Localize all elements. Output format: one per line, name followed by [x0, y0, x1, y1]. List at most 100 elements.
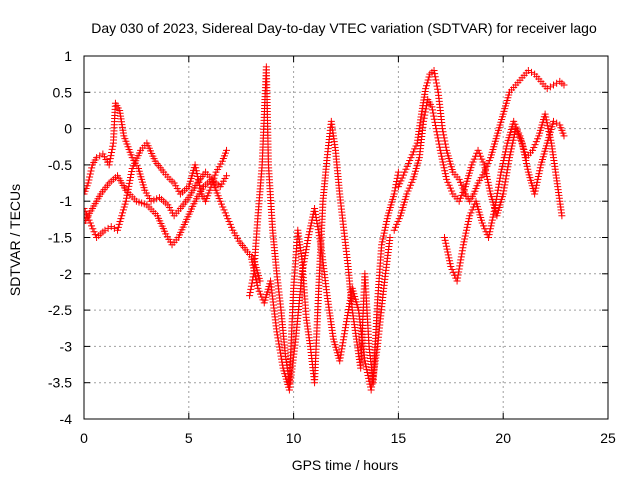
- data-point: [536, 167, 544, 175]
- data-point: [116, 218, 124, 226]
- data-point: [249, 261, 257, 269]
- data-point: [441, 234, 449, 241]
- data-point: [346, 299, 354, 307]
- data-point: [381, 223, 389, 231]
- data-point: [362, 363, 370, 371]
- data-point: [342, 321, 350, 329]
- y-tick-label: -4: [60, 411, 73, 427]
- data-point: [122, 194, 130, 202]
- data-point: [274, 334, 282, 342]
- data-point: [496, 177, 504, 185]
- data-point: [532, 138, 540, 146]
- data-point: [546, 130, 554, 138]
- data-point: [456, 259, 464, 267]
- data-point: [460, 238, 468, 246]
- series-track-h: [441, 110, 566, 285]
- data-point: [478, 155, 486, 163]
- data-point: [394, 168, 402, 176]
- data-point: [405, 184, 413, 192]
- data-point: [391, 184, 399, 192]
- data-point: [115, 220, 123, 228]
- data-point: [89, 225, 97, 233]
- data-point: [432, 121, 440, 129]
- data-point: [479, 222, 487, 230]
- grid-lines: [84, 56, 608, 419]
- data-point: [301, 255, 309, 263]
- data-point: [454, 271, 462, 279]
- data-point: [439, 158, 447, 166]
- data-point: [487, 222, 495, 230]
- data-point: [256, 290, 264, 298]
- data-point: [314, 223, 322, 231]
- data-point: [466, 212, 474, 220]
- y-tick-label: -3.5: [48, 375, 72, 391]
- series-track-c: [84, 172, 264, 285]
- data-point: [252, 276, 260, 284]
- data-point: [546, 83, 554, 91]
- data-point: [104, 224, 112, 232]
- data-point: [558, 212, 566, 220]
- data-point: [251, 270, 259, 278]
- data-point: [250, 267, 258, 275]
- data-point: [403, 190, 411, 198]
- data-point: [223, 172, 231, 180]
- data-point: [501, 178, 509, 186]
- data-point: [479, 158, 487, 166]
- data-point: [425, 73, 433, 81]
- data-point: [478, 219, 486, 227]
- data-point: [401, 168, 409, 176]
- data-point: [500, 154, 508, 162]
- data-point: [458, 250, 466, 258]
- series-track-d: [246, 63, 402, 387]
- data-point: [300, 261, 308, 269]
- data-point: [390, 190, 398, 198]
- data-point: [544, 125, 552, 133]
- data-point: [338, 345, 346, 353]
- series-track-e: [248, 204, 394, 394]
- data-point: [90, 228, 98, 236]
- data-point: [485, 231, 493, 239]
- data-point: [114, 223, 122, 231]
- data-point: [446, 257, 454, 265]
- data-point: [101, 226, 109, 234]
- data-point: [247, 282, 255, 290]
- data-point: [515, 129, 523, 137]
- data-point: [88, 164, 96, 172]
- data-point: [483, 175, 491, 183]
- data-point: [105, 161, 113, 169]
- data-point: [492, 195, 500, 203]
- data-point: [436, 143, 444, 151]
- data-point: [246, 288, 254, 296]
- data-point: [256, 277, 264, 285]
- data-point: [458, 247, 466, 255]
- data-point: [429, 109, 437, 117]
- data-point: [491, 204, 499, 212]
- y-tick-label: -2: [60, 266, 73, 282]
- data-point: [442, 173, 450, 181]
- data-point: [128, 168, 136, 175]
- data-point: [531, 187, 539, 195]
- data-point: [433, 128, 441, 136]
- data-point: [499, 159, 507, 167]
- data-point: [336, 354, 344, 362]
- data-point: [379, 235, 387, 243]
- data-point: [278, 358, 286, 366]
- data-point: [513, 126, 521, 134]
- data-point: [498, 162, 506, 170]
- y-tick-label: -1.5: [48, 230, 72, 246]
- data-point: [361, 360, 369, 368]
- data-point: [484, 159, 492, 167]
- data-point: [436, 146, 444, 154]
- data-point: [253, 281, 261, 289]
- x-tick-label: 10: [286, 430, 302, 446]
- data-point: [446, 184, 454, 192]
- data-point: [306, 228, 314, 236]
- data-point: [502, 175, 510, 183]
- data-point: [542, 113, 550, 121]
- data-point: [422, 82, 430, 90]
- data-point: [302, 246, 310, 254]
- data-point: [346, 296, 354, 304]
- data-point: [502, 172, 510, 180]
- data-point: [468, 206, 476, 214]
- data-point: [378, 238, 386, 246]
